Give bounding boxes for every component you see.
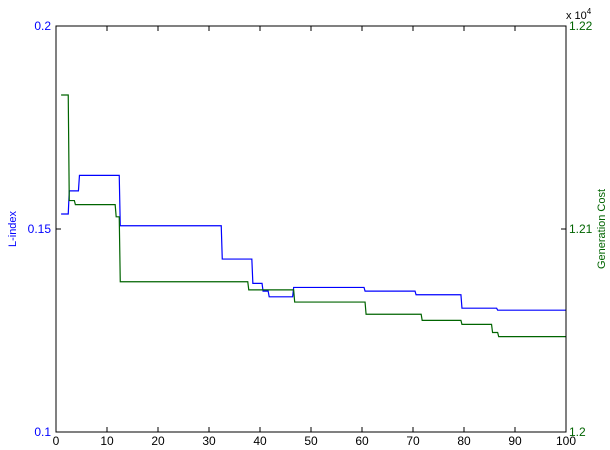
x-tick-label: 0 <box>53 434 60 448</box>
x-tick-label: 10 <box>100 434 114 448</box>
right-axis-multiplier-base: x 10 <box>566 10 587 22</box>
plot-area <box>56 26 566 432</box>
right-axis-multiplier-exponent: 4 <box>587 7 592 16</box>
right-axis-multiplier: x 104 <box>566 7 592 22</box>
right-tick-label: 1.2 <box>569 425 586 439</box>
series-layer <box>61 94 566 338</box>
x-tick-label: 80 <box>457 434 471 448</box>
left-axis-ticks: 0.1 0.15 0.2 <box>28 19 61 439</box>
x-tick-label: 90 <box>508 434 522 448</box>
right-axis-label: Generation Cost <box>596 189 608 269</box>
right-tick-label: 1.22 <box>569 19 593 33</box>
generation-cost-series-line <box>61 94 566 338</box>
x-axis-ticks: 0 10 20 30 40 50 60 70 80 90 100 <box>53 26 576 448</box>
x-tick-label: 70 <box>406 434 420 448</box>
left-tick-label: 0.15 <box>28 222 52 236</box>
x-tick-label: 100 <box>556 434 576 448</box>
x-tick-label: 40 <box>253 434 267 448</box>
right-axis-ticks: 1.2 1.21 1.22 <box>561 19 593 439</box>
left-tick-label: 0.1 <box>34 425 51 439</box>
x-tick-label: 30 <box>202 434 216 448</box>
x-tick-label: 50 <box>304 434 318 448</box>
x-tick-label: 60 <box>355 434 369 448</box>
left-tick-label: 0.2 <box>34 19 51 33</box>
x-tick-label: 20 <box>151 434 165 448</box>
l-index-series-line <box>61 174 566 311</box>
left-axis-label: L-index <box>7 210 19 247</box>
right-tick-label: 1.21 <box>569 222 593 236</box>
